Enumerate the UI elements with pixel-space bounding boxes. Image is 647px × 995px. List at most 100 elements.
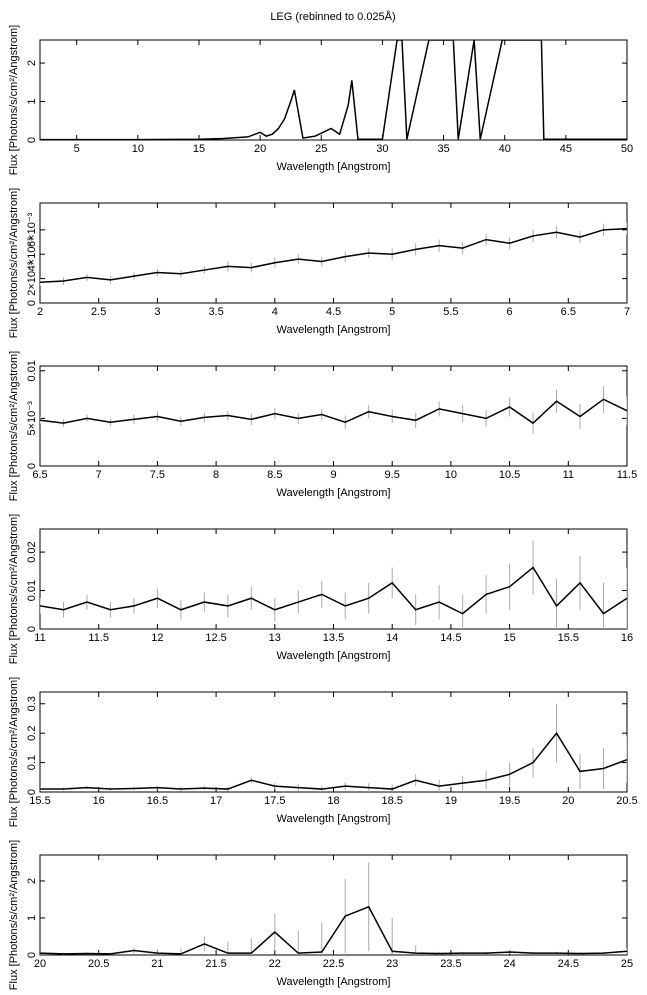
- y-tick-label: 0.02: [26, 541, 38, 562]
- x-tick-label: 4.5: [326, 306, 341, 318]
- x-tick-label: 6.5: [561, 306, 576, 318]
- y-tick-label: 0: [26, 952, 38, 958]
- x-tick-label: 17.5: [264, 795, 285, 807]
- x-tick-label: 18: [327, 795, 339, 807]
- y-tick-label: 0: [26, 137, 38, 143]
- x-tick-label: 4: [272, 306, 278, 318]
- x-tick-label: 15.5: [558, 632, 579, 644]
- y-tick-label: 0.01: [26, 580, 38, 601]
- x-tick-label: 21: [151, 958, 163, 970]
- x-tick-label: 10: [445, 469, 457, 481]
- x-tick-label: 19: [445, 795, 457, 807]
- x-tick-label: 6.5: [32, 469, 47, 481]
- x-tick-label: 13: [269, 632, 281, 644]
- x-tick-label: 5: [74, 143, 80, 155]
- x-tick-label: 14.5: [440, 632, 461, 644]
- x-tick-label: 8: [213, 469, 219, 481]
- x-tick-label: 22.5: [323, 958, 344, 970]
- chart-title: LEG (rebinned to 0.025Å): [270, 10, 395, 23]
- plot-frame: [39, 691, 628, 793]
- x-tick-label: 9.5: [385, 469, 400, 481]
- x-tick-label: 23: [386, 958, 398, 970]
- x-tick-label: 8.5: [267, 469, 282, 481]
- x-tick-label: 12: [151, 632, 163, 644]
- y-tick-label: 0.3: [26, 696, 38, 711]
- spectrum-line: [40, 227, 627, 284]
- x-tick-label: 40: [499, 143, 511, 155]
- x-tick-label: 18.5: [381, 795, 402, 807]
- y-tick-label: 0: [26, 300, 38, 306]
- x-tick-label: 15: [503, 632, 515, 644]
- spectrum-line: [40, 905, 627, 955]
- y-tick-label: 0.01: [26, 360, 38, 381]
- x-tick-label: 11: [563, 469, 574, 481]
- x-tick-label: 35: [437, 143, 449, 155]
- x-tick-label: 24.5: [558, 958, 579, 970]
- x-tick-label: 12.5: [205, 632, 226, 644]
- y-tick-label: 1: [26, 98, 38, 104]
- x-axis-label: Wavelength [Angstrom]: [277, 161, 391, 173]
- x-tick-label: 24: [503, 958, 515, 970]
- x-tick-label: 16: [621, 632, 633, 644]
- x-tick-label: 7: [624, 306, 630, 318]
- y-axis-label: Flux [Photons/s/cm²/Angstrom]: [8, 677, 20, 827]
- x-tick-label: 30: [376, 143, 388, 155]
- y-tick-label: 0: [26, 789, 38, 795]
- y-tick-label: 0.1: [26, 755, 38, 770]
- y-tick-label: 0: [26, 626, 38, 632]
- x-tick-label: 11: [34, 632, 45, 644]
- y-tick-label: 2: [26, 878, 38, 884]
- spectrum-line: [40, 40, 627, 140]
- x-tick-label: 20.5: [616, 795, 637, 807]
- x-tick-label: 23.5: [440, 958, 461, 970]
- x-tick-label: 15: [193, 143, 205, 155]
- y-tick-label: 5×10⁻³: [26, 401, 38, 436]
- x-axis-label: Wavelength [Angstrom]: [277, 650, 391, 662]
- x-tick-label: 3: [154, 306, 160, 318]
- y-axis-label: Flux [Photons/s/cm²/Angstrom]: [8, 351, 20, 501]
- x-tick-label: 5.5: [443, 306, 458, 318]
- x-tick-label: 5: [389, 306, 395, 318]
- x-tick-label: 16: [93, 795, 105, 807]
- y-tick-label: 1: [26, 915, 38, 921]
- y-tick-label: 6×10⁻³: [26, 212, 38, 247]
- y-tick-label: 4×10⁻³: [26, 237, 38, 272]
- plot-frame: [39, 528, 628, 630]
- x-tick-label: 15.5: [29, 795, 50, 807]
- plot-frame: [39, 39, 628, 141]
- y-tick-label: 2: [26, 60, 38, 66]
- y-axis-label: Flux [Photons/s/cm²/Angstrom]: [8, 188, 20, 338]
- x-tick-label: 2.5: [91, 306, 106, 318]
- x-tick-label: 20.5: [88, 958, 109, 970]
- x-axis-label: Wavelength [Angstrom]: [277, 813, 391, 825]
- y-axis-label: Flux [Photons/s/cm²/Angstrom]: [8, 25, 20, 175]
- x-tick-label: 9: [330, 469, 336, 481]
- y-axis-label: Flux [Photons/s/cm²/Angstrom]: [8, 514, 20, 664]
- x-axis-label: Wavelength [Angstrom]: [277, 487, 391, 499]
- x-tick-label: 20: [34, 958, 46, 970]
- spectrum-line: [40, 398, 627, 425]
- plot-frame: [39, 202, 628, 304]
- plot-frame: [39, 365, 628, 467]
- x-tick-label: 21.5: [205, 958, 226, 970]
- x-tick-label: 25: [621, 958, 633, 970]
- plot-frame: [39, 854, 628, 956]
- x-tick-label: 14: [386, 632, 398, 644]
- x-tick-label: 7.5: [150, 469, 165, 481]
- y-axis-label: Flux [Photons/s/cm²/Angstrom]: [8, 840, 20, 990]
- x-axis-label: Wavelength [Angstrom]: [277, 324, 391, 336]
- y-tick-label: 2×10⁻³: [26, 261, 38, 296]
- x-tick-label: 17: [210, 795, 222, 807]
- x-tick-label: 45: [560, 143, 572, 155]
- x-axis-label: Wavelength [Angstrom]: [277, 976, 391, 988]
- x-tick-label: 50: [621, 143, 633, 155]
- y-tick-label: 0: [26, 463, 38, 469]
- x-tick-label: 20: [254, 143, 266, 155]
- x-tick-label: 22: [269, 958, 281, 970]
- x-tick-label: 11.5: [88, 632, 109, 644]
- x-tick-label: 11.5: [617, 469, 638, 481]
- x-tick-label: 7: [96, 469, 102, 481]
- x-tick-label: 25: [315, 143, 327, 155]
- x-tick-label: 2: [37, 306, 43, 318]
